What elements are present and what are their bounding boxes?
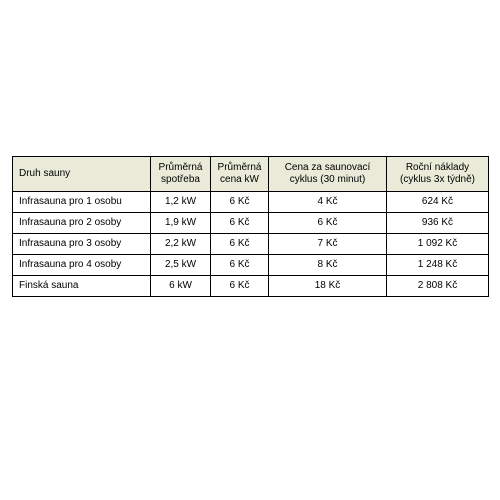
cell-cycle-cost: 6 Kč <box>269 213 387 234</box>
cell-annual-cost: 936 Kč <box>387 213 489 234</box>
cell-consumption: 2,5 kW <box>151 255 211 276</box>
cell-price-kw: 6 Kč <box>211 192 269 213</box>
table-row: Infrasauna pro 3 osoby 2,2 kW 6 Kč 7 Kč … <box>13 234 489 255</box>
cell-cycle-cost: 8 Kč <box>269 255 387 276</box>
cell-consumption: 2,2 kW <box>151 234 211 255</box>
table-row: Finská sauna 6 kW 6 Kč 18 Kč 2 808 Kč <box>13 276 489 297</box>
cell-price-kw: 6 Kč <box>211 255 269 276</box>
cell-cycle-cost: 7 Kč <box>269 234 387 255</box>
cell-annual-cost: 624 Kč <box>387 192 489 213</box>
cell-annual-cost: 2 808 Kč <box>387 276 489 297</box>
cell-type: Infrasauna pro 3 osoby <box>13 234 151 255</box>
cell-type: Finská sauna <box>13 276 151 297</box>
cell-price-kw: 6 Kč <box>211 213 269 234</box>
cell-annual-cost: 1 092 Kč <box>387 234 489 255</box>
cell-type: Infrasauna pro 4 osoby <box>13 255 151 276</box>
cell-price-kw: 6 Kč <box>211 276 269 297</box>
sauna-cost-table: Druh sauny Průměrná spotřeba Průměrná ce… <box>12 156 489 297</box>
cell-cycle-cost: 18 Kč <box>269 276 387 297</box>
cell-consumption: 1,2 kW <box>151 192 211 213</box>
table-row: Infrasauna pro 4 osoby 2,5 kW 6 Kč 8 Kč … <box>13 255 489 276</box>
col-header-annual-cost: Roční náklady (cyklus 3x týdně) <box>387 157 489 192</box>
cell-annual-cost: 1 248 Kč <box>387 255 489 276</box>
col-header-type: Druh sauny <box>13 157 151 192</box>
cell-cycle-cost: 4 Kč <box>269 192 387 213</box>
col-header-price-kw: Průměrná cena kW <box>211 157 269 192</box>
col-header-consumption: Průměrná spotřeba <box>151 157 211 192</box>
table-row: Infrasauna pro 1 osobu 1,2 kW 6 Kč 4 Kč … <box>13 192 489 213</box>
cell-type: Infrasauna pro 2 osoby <box>13 213 151 234</box>
cell-type: Infrasauna pro 1 osobu <box>13 192 151 213</box>
table-row: Infrasauna pro 2 osoby 1,9 kW 6 Kč 6 Kč … <box>13 213 489 234</box>
cell-consumption: 1,9 kW <box>151 213 211 234</box>
cell-price-kw: 6 Kč <box>211 234 269 255</box>
table-header-row: Druh sauny Průměrná spotřeba Průměrná ce… <box>13 157 489 192</box>
col-header-cycle-cost: Cena za saunovací cyklus (30 minut) <box>269 157 387 192</box>
cell-consumption: 6 kW <box>151 276 211 297</box>
